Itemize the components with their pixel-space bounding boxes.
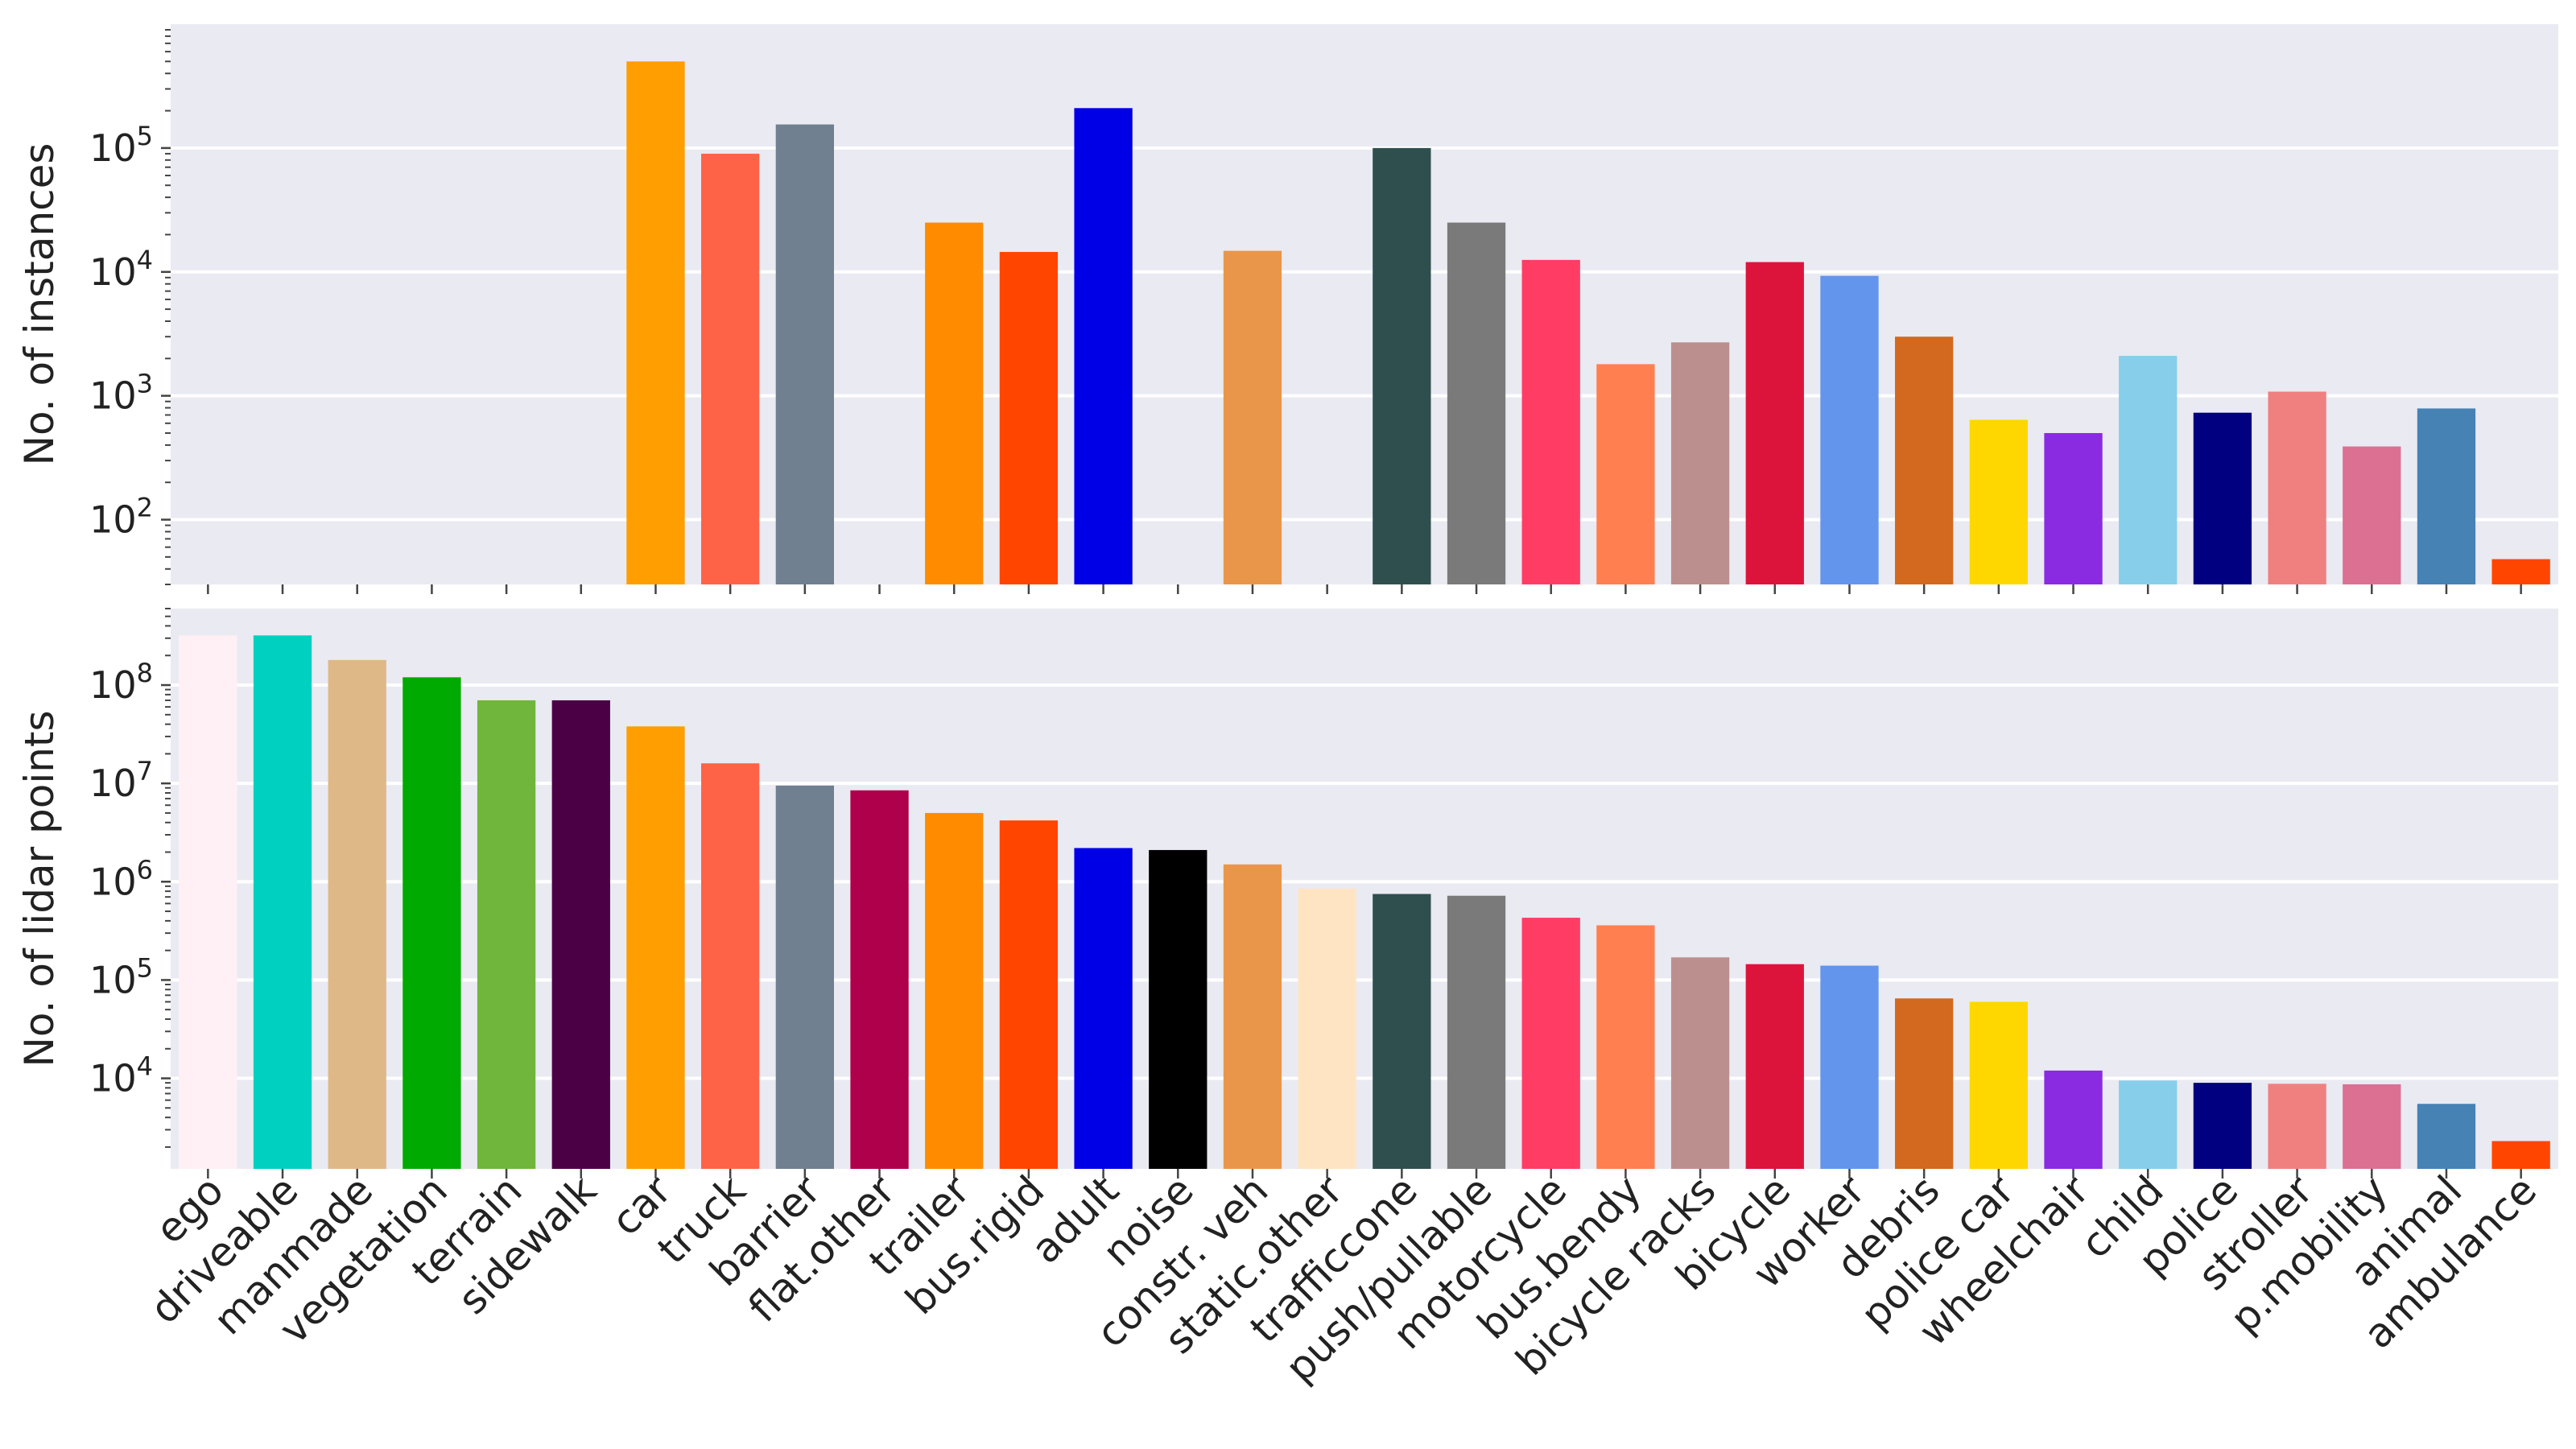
bar-car <box>626 61 685 584</box>
bar-adult <box>1074 108 1133 584</box>
y-tick-base: 10 <box>89 663 137 707</box>
bar-police <box>2193 1083 2252 1169</box>
y-tick-exponent: 2 <box>137 493 153 523</box>
bar-child <box>2119 1080 2178 1169</box>
bar-trafficcone <box>1373 894 1431 1169</box>
bar-trafficcone <box>1373 147 1431 585</box>
x-tick-labels: egodriveablemanmadevegetationterrainside… <box>141 1166 2545 1391</box>
bar-police-car <box>1969 419 2028 584</box>
bar-trailer <box>925 812 984 1169</box>
y-tick-base: 10 <box>89 1057 137 1100</box>
y-tick-label: 107 <box>89 756 153 805</box>
bar-manmade <box>328 659 386 1169</box>
bar-noise <box>1149 849 1208 1169</box>
y-tick-label: 103 <box>89 369 153 418</box>
bar-worker <box>1820 275 1879 584</box>
bar-bus-rigid <box>999 820 1059 1169</box>
bar-barrier <box>775 124 834 585</box>
y-tick-label: 102 <box>89 493 153 542</box>
y-tick-exponent: 4 <box>137 1051 153 1082</box>
y-axis-title: No. of instances <box>16 143 63 466</box>
bar-police-car <box>1969 1001 2028 1169</box>
bar-p-mobility <box>2343 446 2401 584</box>
bar-barrier <box>775 785 834 1169</box>
bar-motorcycle <box>1521 918 1580 1169</box>
bar-stroller <box>2268 1084 2326 1169</box>
bar-bus-bendy <box>1596 925 1655 1169</box>
bar-worker <box>1820 965 1879 1169</box>
y-tick-label: 106 <box>89 854 153 903</box>
y-tick-base: 10 <box>89 250 137 294</box>
bar-bicycle <box>1745 964 1804 1169</box>
bar-car <box>626 726 685 1169</box>
y-tick-exponent: 8 <box>137 658 153 688</box>
bar-motorcycle <box>1521 259 1580 584</box>
y-tick-base: 10 <box>89 860 137 903</box>
bar-terrain <box>477 700 536 1169</box>
y-tick-base: 10 <box>89 958 137 1001</box>
bar-animal <box>2417 408 2476 584</box>
y-tick-exponent: 6 <box>137 854 153 885</box>
bar-police <box>2193 412 2252 584</box>
bar-animal <box>2417 1104 2476 1169</box>
y-tick-exponent: 5 <box>137 952 153 983</box>
y-tick-label: 105 <box>89 121 153 170</box>
y-axis-title: No. of lidar points <box>16 710 63 1067</box>
bar-sidewalk <box>551 700 610 1169</box>
y-tick-label: 104 <box>89 1051 153 1100</box>
bar-bus-bendy <box>1596 364 1655 584</box>
bar-ambulance <box>2491 559 2550 584</box>
y-tick-label: 105 <box>89 952 153 1001</box>
y-tick-label: 104 <box>89 245 153 294</box>
y-tick-base: 10 <box>89 374 137 418</box>
bar-push-pullable <box>1447 895 1506 1169</box>
bar-stroller <box>2268 391 2326 584</box>
y-tick-exponent: 4 <box>137 245 153 275</box>
bar-truck <box>701 763 760 1169</box>
bar-trailer <box>925 222 984 584</box>
bar-ego <box>179 635 237 1169</box>
bar-wheelchair <box>2044 432 2103 584</box>
y-tick-base: 10 <box>89 126 137 170</box>
bar-adult <box>1074 848 1133 1169</box>
bar-push-pullable <box>1447 222 1506 584</box>
y-tick-base: 10 <box>89 498 137 542</box>
bar-child <box>2119 356 2178 584</box>
bar-constr-veh <box>1223 250 1282 584</box>
bar-bicycle-racks <box>1670 957 1730 1169</box>
bar-debris <box>1895 336 1954 584</box>
bar-static-other <box>1298 888 1356 1169</box>
bar-bicycle-racks <box>1670 342 1730 584</box>
bar-ambulance <box>2491 1141 2550 1169</box>
bar-wheelchair <box>2044 1070 2103 1169</box>
bar-bicycle <box>1745 262 1804 584</box>
y-tick-base: 10 <box>89 762 137 805</box>
bar-constr-veh <box>1223 864 1282 1169</box>
bar-bus-rigid <box>999 251 1059 584</box>
y-tick-label: 108 <box>89 658 153 707</box>
bar-debris <box>1895 998 1954 1169</box>
bar-driveable <box>253 635 312 1169</box>
y-tick-exponent: 3 <box>137 369 153 399</box>
bar-truck <box>701 153 760 584</box>
bar-flat-other <box>850 790 909 1169</box>
y-tick-exponent: 5 <box>137 121 153 151</box>
bar-vegetation <box>402 677 461 1169</box>
y-tick-exponent: 7 <box>137 756 153 786</box>
bar-p-mobility <box>2343 1084 2401 1169</box>
